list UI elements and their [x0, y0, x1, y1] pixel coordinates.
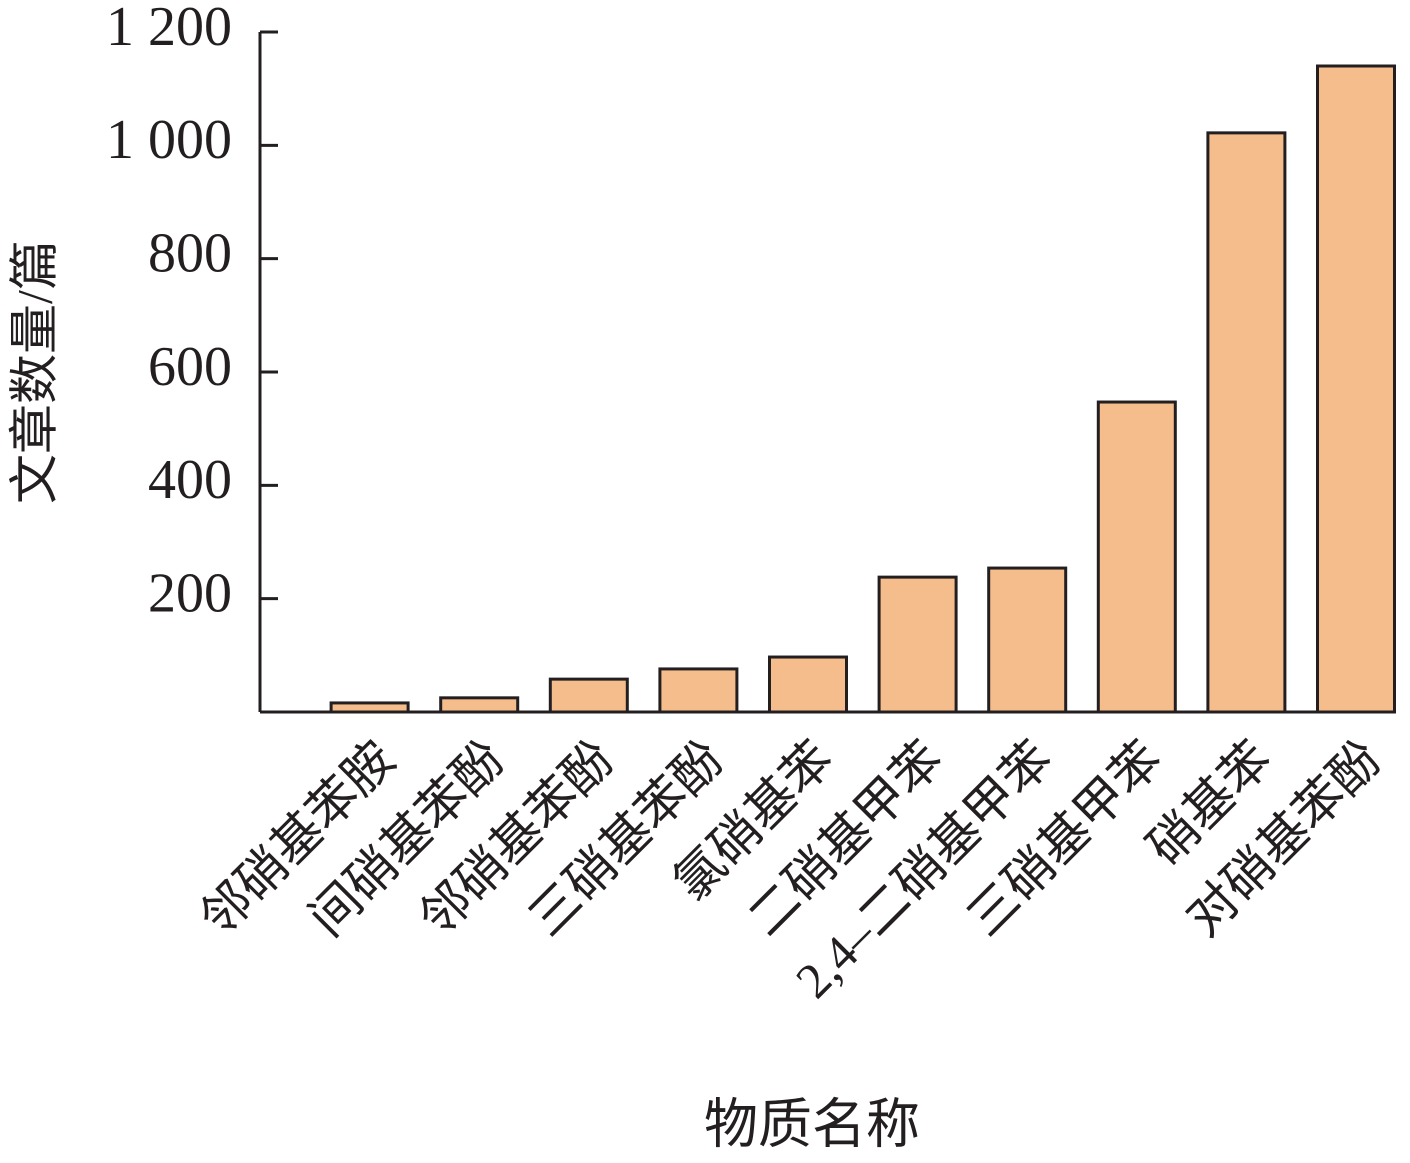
bar — [877, 575, 958, 714]
y-tick-label: 1 200 — [106, 0, 232, 58]
y-tick-label: 1 000 — [106, 109, 232, 171]
bar — [768, 655, 848, 714]
bar — [1206, 131, 1287, 714]
bar — [548, 677, 629, 714]
bar — [658, 667, 739, 714]
bar — [987, 566, 1068, 714]
x-axis-title: 物质名称 — [704, 1094, 920, 1154]
bar — [329, 701, 410, 714]
y-tick-label: 800 — [148, 223, 232, 285]
bar — [439, 696, 520, 714]
y-tick-label: 200 — [148, 563, 232, 625]
bar — [1316, 64, 1396, 714]
y-tick-label: 600 — [148, 336, 232, 398]
y-tick-label: 400 — [148, 449, 232, 511]
bar — [1096, 400, 1177, 714]
y-axis-title: 文章数量/篇 — [6, 240, 62, 504]
